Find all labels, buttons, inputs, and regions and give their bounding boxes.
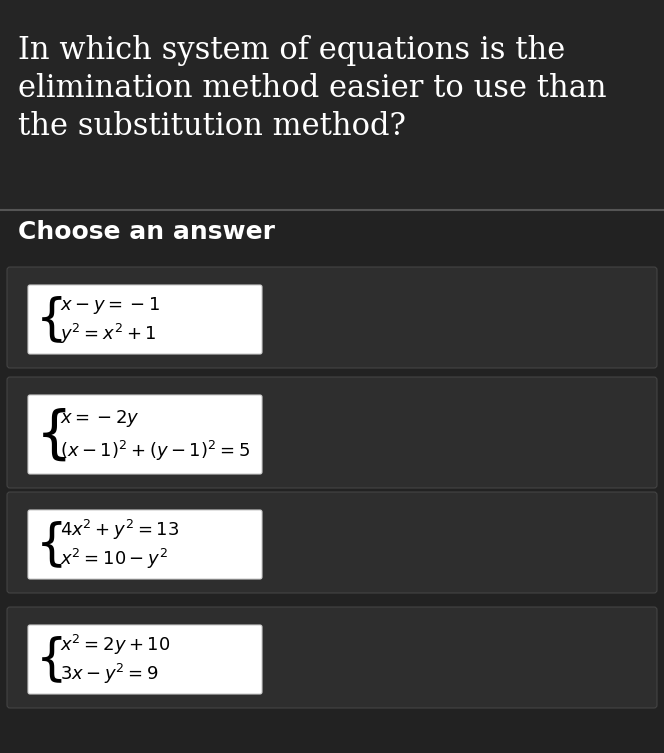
- Text: Choose an answer: Choose an answer: [18, 220, 275, 244]
- FancyBboxPatch shape: [7, 377, 657, 488]
- Text: $\left\{ \right.$: $\left\{ \right.$: [35, 406, 66, 463]
- Text: $x = -2y$: $x = -2y$: [60, 407, 139, 428]
- Text: $\left\{ \right.$: $\left\{ \right.$: [35, 519, 62, 570]
- FancyBboxPatch shape: [28, 395, 262, 474]
- Text: $3x - y^2 = 9$: $3x - y^2 = 9$: [60, 662, 159, 686]
- FancyBboxPatch shape: [7, 492, 657, 593]
- Text: the substitution method?: the substitution method?: [18, 111, 406, 142]
- Bar: [0, 210, 664, 753]
- Text: In which system of equations is the: In which system of equations is the: [18, 35, 565, 66]
- FancyBboxPatch shape: [28, 510, 262, 579]
- Text: $y^2 = x^2 + 1$: $y^2 = x^2 + 1$: [60, 322, 156, 346]
- Bar: [0, 0, 664, 210]
- FancyBboxPatch shape: [28, 285, 262, 354]
- Text: $(x-1)^2 + (y-1)^2 = 5$: $(x-1)^2 + (y-1)^2 = 5$: [60, 439, 250, 463]
- Text: elimination method easier to use than: elimination method easier to use than: [18, 73, 607, 104]
- FancyBboxPatch shape: [7, 267, 657, 368]
- Text: $\left\{ \right.$: $\left\{ \right.$: [35, 294, 62, 345]
- Text: $4x^2 + y^2 = 13$: $4x^2 + y^2 = 13$: [60, 518, 179, 542]
- Text: $\left\{ \right.$: $\left\{ \right.$: [35, 634, 62, 684]
- FancyBboxPatch shape: [7, 607, 657, 708]
- Text: $x^2 = 2y + 10$: $x^2 = 2y + 10$: [60, 633, 170, 657]
- Text: $x - y = -1$: $x - y = -1$: [60, 294, 160, 316]
- Text: $x^2 = 10 - y^2$: $x^2 = 10 - y^2$: [60, 547, 168, 571]
- FancyBboxPatch shape: [28, 625, 262, 694]
